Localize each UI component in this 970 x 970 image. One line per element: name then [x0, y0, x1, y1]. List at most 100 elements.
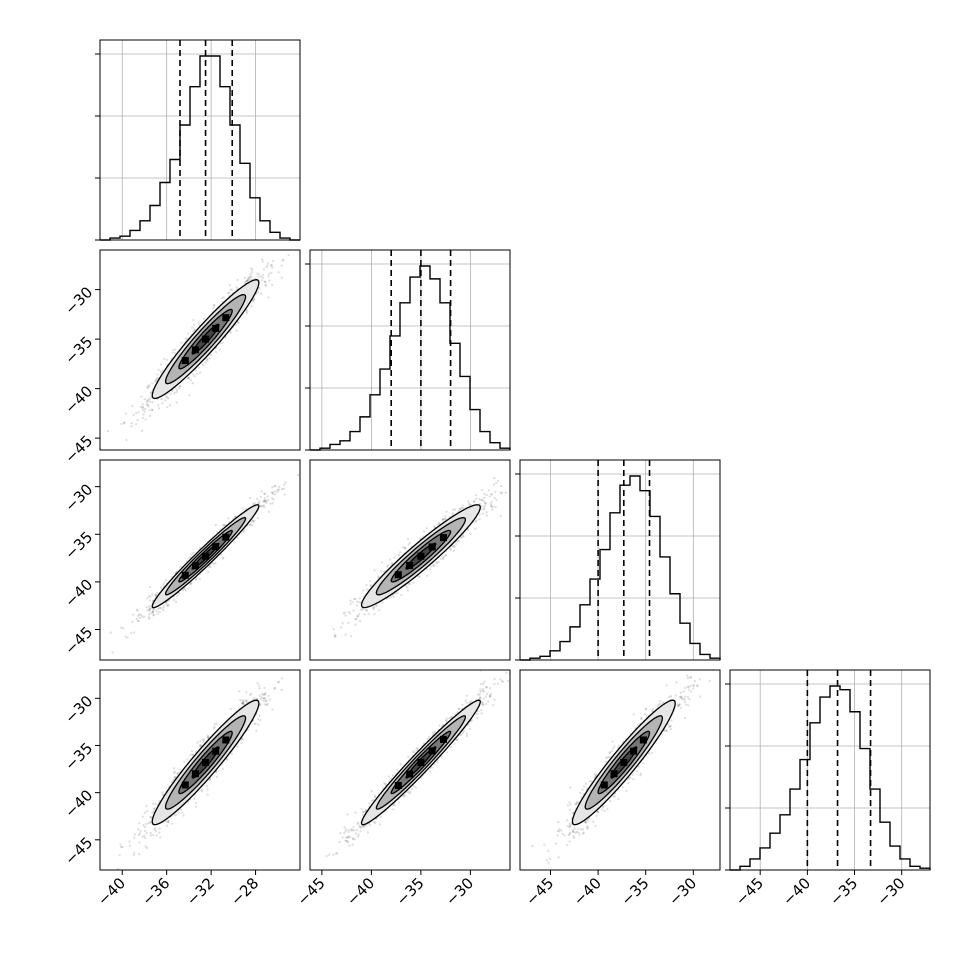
scatter-point: [154, 802, 157, 806]
scatter-point: [132, 836, 136, 839]
scatter-point: [369, 580, 372, 583]
scatter-point: [268, 279, 271, 282]
scatter-point: [152, 613, 155, 616]
scatter-point: [273, 490, 277, 493]
scatter-point: [245, 310, 248, 313]
scatter-point: [259, 275, 263, 278]
hist-panel-2: [515, 459, 721, 661]
histogram-bars: [310, 265, 511, 451]
scatter-point: [136, 418, 139, 422]
scatter-point: [499, 484, 503, 488]
scatter-point: [249, 693, 252, 697]
scatter-point: [251, 502, 254, 506]
scatter-point: [448, 547, 452, 551]
density-peak-marker: [202, 552, 210, 560]
scatter-point: [249, 692, 253, 695]
scatter-point: [200, 788, 203, 792]
scatter-point: [139, 829, 143, 833]
scatter-point: [120, 422, 123, 426]
scatter-point: [491, 505, 494, 509]
scatter-point: [148, 606, 151, 610]
scatter-point: [205, 358, 208, 361]
scatter-point: [358, 619, 362, 623]
scatter-point: [151, 408, 154, 412]
scatter-point: [177, 811, 180, 814]
scatter-point: [121, 845, 124, 849]
scatter-point: [137, 833, 140, 837]
scatter-point: [158, 606, 161, 610]
scatter-point: [257, 290, 260, 294]
scatter-point: [176, 772, 179, 776]
scatter-point: [278, 485, 281, 489]
scatter-point: [495, 498, 498, 502]
scatter-point: [406, 537, 410, 541]
scatter-point: [396, 591, 399, 594]
scatter-point: [482, 496, 486, 500]
scatter-point: [229, 331, 233, 334]
scatter-point: [271, 486, 274, 489]
scatter-point: [495, 481, 498, 485]
scatter-point: [397, 553, 401, 556]
scatter-point: [143, 836, 147, 840]
scatter-point: [490, 492, 493, 496]
scatter-point: [265, 500, 268, 503]
scatter-point: [263, 499, 266, 502]
scatter-point: [144, 418, 147, 421]
scatter-point: [263, 696, 267, 700]
scatter-point: [341, 621, 344, 625]
scatter-point: [156, 373, 159, 376]
scatter-point: [372, 608, 375, 611]
scatter-point: [130, 425, 133, 428]
scatter-point: [186, 377, 190, 380]
scatter-point: [283, 493, 286, 496]
scatter-point: [227, 517, 230, 520]
scatter-point: [241, 699, 244, 702]
scatter-point: [250, 275, 253, 278]
scatter-point: [140, 395, 143, 398]
scatter-point: [124, 635, 127, 638]
scatter-point: [149, 396, 153, 399]
scatter-point: [259, 504, 263, 508]
scatter-point: [466, 500, 470, 503]
scatter-point: [147, 384, 151, 387]
scatter-point: [109, 631, 113, 634]
scatter-point: [128, 844, 132, 847]
scatter-point: [132, 631, 136, 634]
scatter-point: [147, 399, 150, 402]
scatter-point: [245, 280, 248, 283]
scatter-point: [214, 562, 217, 565]
scatter-point: [159, 370, 163, 374]
scatter-point: [474, 527, 477, 530]
scatter-point: [472, 500, 476, 503]
scatter-point: [161, 791, 164, 794]
scatter-point: [406, 589, 410, 592]
scatter-point: [171, 348, 175, 352]
histogram-bars: [730, 685, 931, 871]
scatter-point: [212, 303, 216, 307]
scatter-point: [177, 591, 181, 595]
scatter-point: [163, 604, 166, 608]
scatter-point: [365, 609, 368, 612]
scatter-point: [147, 616, 151, 619]
scatter-point: [443, 515, 447, 518]
scatter-point: [188, 582, 191, 586]
scatter-point: [354, 617, 358, 621]
scatter-point: [380, 570, 383, 573]
scatter-point: [497, 479, 500, 483]
scatter-point: [139, 613, 142, 617]
scatter-point: [134, 422, 138, 426]
scatter-point: [334, 634, 337, 638]
scatter-point: [179, 565, 182, 569]
scatter-point: [304, 647, 306, 649]
scatter-point: [374, 604, 378, 607]
scatter-point: [369, 584, 372, 587]
scatter-point: [267, 275, 270, 278]
scatter-point: [151, 833, 155, 837]
scatter-point: [151, 382, 154, 385]
scatter-point: [263, 693, 266, 696]
scatter-point: [158, 610, 161, 614]
scatter-point: [489, 502, 493, 506]
scatter-point: [167, 819, 170, 823]
scatter-point: [462, 535, 465, 538]
scatter-point: [151, 610, 155, 613]
